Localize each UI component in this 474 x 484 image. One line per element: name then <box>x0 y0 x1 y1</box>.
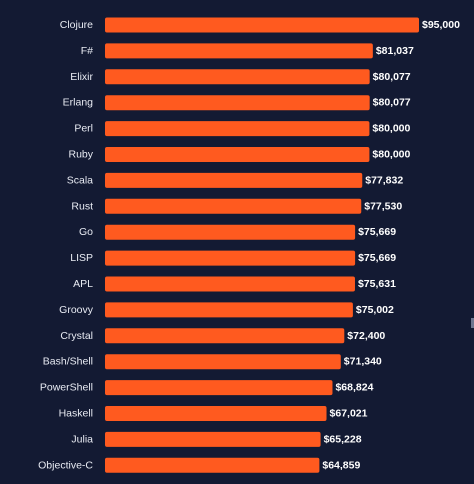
category-label: Crystal <box>60 330 93 342</box>
bar <box>105 380 333 396</box>
value-label: $68,824 <box>335 382 373 394</box>
category-label: Julia <box>71 433 93 445</box>
value-label: $64,859 <box>322 459 360 471</box>
category-label: Scala <box>67 174 93 186</box>
bar <box>105 17 419 33</box>
value-label: $81,037 <box>376 45 414 57</box>
value-label: $75,669 <box>358 252 396 264</box>
value-label: $75,002 <box>356 304 394 316</box>
category-label: Haskell <box>59 408 93 420</box>
bar <box>105 69 370 85</box>
category-label: Objective-C <box>38 459 93 471</box>
bar <box>105 172 363 188</box>
category-label: PowerShell <box>40 382 93 394</box>
category-label: Clojure <box>60 19 93 31</box>
bar <box>105 224 356 240</box>
bar <box>105 250 356 266</box>
category-label: Groovy <box>59 304 94 316</box>
bar <box>105 95 370 111</box>
bar <box>105 198 362 214</box>
category-label: Rust <box>71 200 93 212</box>
value-label: $75,669 <box>358 226 396 238</box>
category-label: Ruby <box>68 149 93 161</box>
value-label: $77,530 <box>364 200 402 212</box>
value-label: $80,000 <box>372 123 410 135</box>
bar <box>105 431 321 447</box>
category-label: Perl <box>74 123 93 135</box>
bar <box>105 43 373 59</box>
bar <box>105 457 320 473</box>
category-label: Elixir <box>70 71 93 83</box>
value-label: $95,000 <box>422 19 460 31</box>
category-label: Erlang <box>63 97 94 109</box>
value-label: $67,021 <box>330 408 368 420</box>
category-label: Bash/Shell <box>43 356 93 368</box>
value-label: $80,077 <box>373 71 411 83</box>
category-label: APL <box>73 278 93 290</box>
bar <box>105 276 355 292</box>
value-label: $71,340 <box>344 356 382 368</box>
bar <box>105 121 370 137</box>
bar <box>105 406 327 421</box>
category-label: LISP <box>70 252 93 264</box>
value-label: $72,400 <box>347 330 385 342</box>
value-label: $65,228 <box>324 433 362 445</box>
bar <box>105 302 353 318</box>
value-label: $80,000 <box>372 149 410 161</box>
category-label: F# <box>81 45 93 57</box>
bar <box>105 147 370 162</box>
scrollbar-tick <box>471 318 474 328</box>
value-label: $80,077 <box>373 97 411 109</box>
bar <box>105 328 345 344</box>
bar <box>105 354 341 370</box>
value-label: $77,832 <box>365 174 403 186</box>
category-label: Go <box>79 226 93 238</box>
value-label: $75,631 <box>358 278 396 290</box>
